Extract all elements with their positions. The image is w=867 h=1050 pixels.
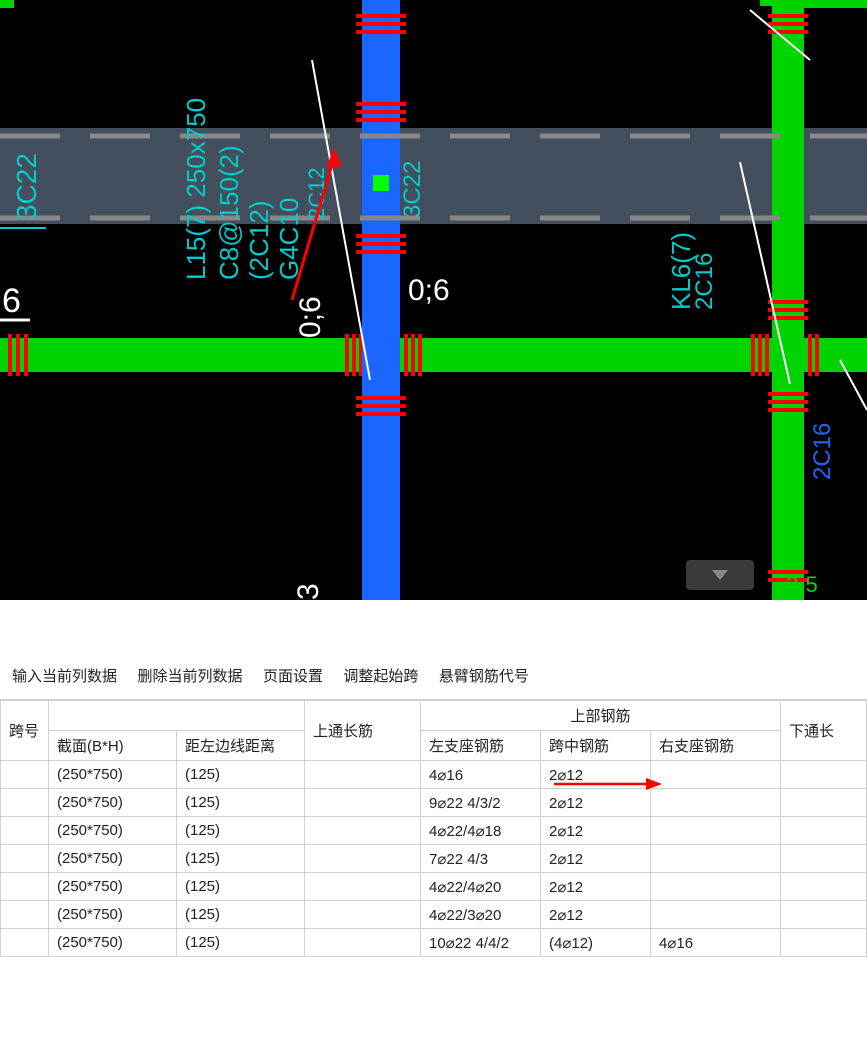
th-section: 截面(B*H) — [49, 731, 177, 761]
cell-right-support[interactable] — [651, 901, 781, 929]
cell-midspan[interactable]: 2⌀12 — [541, 789, 651, 817]
th-right-support: 右支座钢筋 — [651, 731, 781, 761]
cell-left-support[interactable]: 4⌀16 — [421, 761, 541, 789]
cell-dist[interactable]: (125) — [177, 761, 305, 789]
th-top-rebar: 上部钢筋 — [421, 701, 781, 731]
cell-left-support[interactable]: 9⌀22 4/3/2 — [421, 789, 541, 817]
cad-label: 6 — [2, 282, 21, 320]
cad-label: 3C22 — [399, 161, 426, 218]
table-row[interactable]: (250*750) (125) 7⌀22 4/3 2⌀12 — [1, 845, 867, 873]
cell-dist[interactable]: (125) — [177, 845, 305, 873]
cell-midspan[interactable]: 2⌀12 — [541, 873, 651, 901]
cad-label: G4C10 — [274, 198, 304, 280]
cell-left-support[interactable]: 4⌀22/4⌀18 — [421, 817, 541, 845]
cell-left-support[interactable]: 4⌀22/3⌀20 — [421, 901, 541, 929]
cad-label: (2C12) — [244, 201, 274, 280]
cell-right-support[interactable] — [651, 761, 781, 789]
cell-section[interactable]: (250*750) — [49, 845, 177, 873]
table-row[interactable]: (250*750) (125) 4⌀22/4⌀20 2⌀12 — [1, 873, 867, 901]
cad-label: C8@150(2) — [214, 145, 244, 280]
th-midspan: 跨中钢筋 — [541, 731, 651, 761]
cell-midspan[interactable]: 2⌀12 — [541, 845, 651, 873]
cell-dist[interactable]: (125) — [177, 901, 305, 929]
cell-section[interactable]: (250*750) — [49, 901, 177, 929]
menu-item-cantilever-code[interactable]: 悬臂钢筋代号 — [431, 662, 537, 689]
cad-label: L15(7) 250x750 — [181, 98, 211, 280]
cell-section[interactable]: (250*750) — [49, 789, 177, 817]
cad-label: 3 — [292, 583, 325, 600]
cad-label: 2C16 — [691, 253, 718, 310]
cad-label: 3C22 — [11, 153, 42, 220]
th-span-no: 跨号 — [1, 701, 49, 761]
cad-drawing-area[interactable]: 3C22 L15(7) 250x750 C8@150(2) (2C12) G4C… — [0, 0, 867, 600]
menu-item-delete-column[interactable]: 删除当前列数据 — [129, 662, 250, 689]
cad-label: 2C16 — [809, 423, 836, 480]
cell-section[interactable]: (250*750) — [49, 873, 177, 901]
cell-midspan[interactable]: 2⌀12 — [541, 901, 651, 929]
separator-gap — [0, 600, 867, 656]
cell-left-support[interactable]: 10⌀22 4/4/2 — [421, 929, 541, 957]
cell-dist[interactable]: (125) — [177, 873, 305, 901]
th-top-long: 上通长筋 — [305, 701, 421, 761]
menu-item-page-settings[interactable]: 页面设置 — [255, 662, 331, 689]
table-container: 跨号 上通长筋 上部钢筋 下通长 截面(B*H) 距左边线距离 左支座钢筋 跨中… — [0, 700, 867, 957]
menu-item-adjust-span[interactable]: 调整起始跨 — [335, 662, 426, 689]
cad-label: 0;6 — [294, 296, 327, 338]
table-body: (250*750) (125) 4⌀16 2⌀12 (250*750) (125… — [1, 761, 867, 957]
cell-dist[interactable]: (125) — [177, 817, 305, 845]
menu-item-input-column[interactable]: 输入当前列数据 — [4, 662, 125, 689]
cell-dist[interactable]: (125) — [177, 789, 305, 817]
cad-label: 3-5 — [786, 572, 818, 597]
th-left-support: 左支座钢筋 — [421, 731, 541, 761]
cell-left-support[interactable]: 4⌀22/4⌀20 — [421, 873, 541, 901]
cell-midspan[interactable]: (4⌀12) — [541, 929, 651, 957]
menu-bar: 输入当前列数据 删除当前列数据 页面设置 调整起始跨 悬臂钢筋代号 — [0, 656, 867, 700]
table-row[interactable]: (250*750) (125) 10⌀22 4/4/2 (4⌀12) 4⌀16 — [1, 929, 867, 957]
table-row[interactable]: (250*750) (125) 4⌀22/4⌀18 2⌀12 — [1, 817, 867, 845]
cad-svg: 3C22 L15(7) 250x750 C8@150(2) (2C12) G4C… — [0, 0, 867, 600]
cell-midspan[interactable]: 2⌀12 — [541, 761, 651, 789]
table-row[interactable]: (250*750) (125) 9⌀22 4/3/2 2⌀12 — [1, 789, 867, 817]
th-bottom-long: 下通长 — [781, 701, 867, 761]
cell-section[interactable]: (250*750) — [49, 817, 177, 845]
cell-midspan[interactable]: 2⌀12 — [541, 817, 651, 845]
cad-label: 0;6 — [408, 274, 450, 307]
cell-right-support[interactable] — [651, 873, 781, 901]
table-row[interactable]: (250*750) (125) 4⌀16 2⌀12 — [1, 761, 867, 789]
rebar-table[interactable]: 跨号 上通长筋 上部钢筋 下通长 截面(B*H) 距左边线距离 左支座钢筋 跨中… — [0, 700, 867, 957]
table-row[interactable]: (250*750) (125) 4⌀22/3⌀20 2⌀12 — [1, 901, 867, 929]
th-blank-top — [49, 701, 305, 731]
th-left-dist: 距左边线距离 — [177, 731, 305, 761]
cell-section[interactable]: (250*750) — [49, 929, 177, 957]
cell-right-support[interactable] — [651, 845, 781, 873]
cell-right-support[interactable] — [651, 789, 781, 817]
cell-right-support[interactable] — [651, 817, 781, 845]
cell-right-support[interactable]: 4⌀16 — [651, 929, 781, 957]
cell-section[interactable]: (250*750) — [49, 761, 177, 789]
cell-dist[interactable]: (125) — [177, 929, 305, 957]
cell-left-support[interactable]: 7⌀22 4/3 — [421, 845, 541, 873]
